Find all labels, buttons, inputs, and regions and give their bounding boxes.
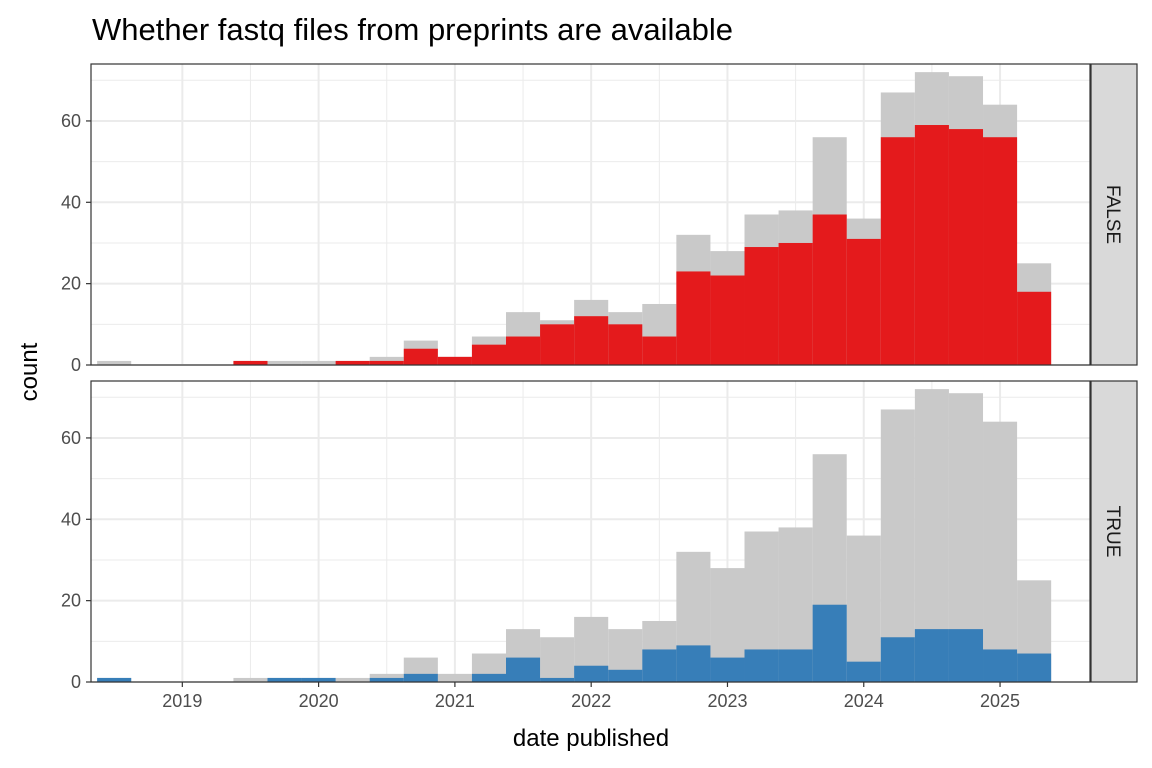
bar-false	[335, 360, 370, 365]
panel-border	[90, 380, 1091, 683]
bar-true	[880, 637, 915, 682]
facet-strip-label: FALSE	[1102, 185, 1123, 244]
bar-total	[267, 360, 302, 365]
bar-true	[778, 649, 813, 682]
bar-false	[914, 125, 949, 365]
x-tick-label: 2025	[980, 691, 1020, 711]
bar-true	[948, 629, 984, 682]
panel-false: 0 20 40 60 FALSE	[61, 63, 1138, 375]
bar-true	[608, 669, 643, 682]
x-tick-label: 2019	[162, 691, 202, 711]
bar-false	[846, 238, 881, 365]
bar-false	[948, 129, 984, 365]
bar-total	[983, 421, 1018, 682]
bar-false	[574, 316, 609, 365]
chart-title: Whether fastq files from preprints are a…	[92, 12, 733, 47]
bar-total	[880, 409, 915, 682]
bar-total	[540, 637, 575, 682]
bar-true	[506, 657, 541, 682]
bar-total	[335, 677, 370, 682]
x-tick-label: 2022	[571, 691, 611, 711]
y-axis-title: count	[16, 342, 43, 401]
y-tick-label: 0	[71, 355, 81, 375]
bar-true	[369, 677, 404, 682]
bar-true	[642, 649, 677, 682]
bar-true	[914, 629, 949, 682]
bar-false	[744, 247, 779, 365]
bar-false	[233, 360, 268, 365]
bar-false	[710, 275, 745, 365]
x-axis-ticks: 2019 2020 2021 2022 2023 2024 2025	[162, 682, 1020, 711]
bar-true	[744, 649, 779, 682]
y-tick-label: 40	[61, 509, 81, 529]
bar-total	[846, 535, 881, 682]
bar-false	[1017, 291, 1052, 365]
bar-false	[403, 348, 438, 365]
y-tick-label: 60	[61, 428, 81, 448]
y-tick-label: 60	[61, 111, 81, 131]
bar-true	[471, 673, 507, 682]
bar-false	[676, 271, 711, 365]
bar-false	[812, 214, 847, 365]
bar-true	[710, 657, 745, 682]
bar-true	[301, 677, 336, 682]
bar-false	[983, 137, 1018, 365]
facet-strip	[1090, 63, 1138, 366]
bar-false	[437, 356, 472, 365]
facet-strip-label: TRUE	[1102, 506, 1123, 558]
y-tick-label: 0	[71, 672, 81, 692]
bar-true	[676, 645, 711, 682]
y-tick-label: 20	[61, 591, 81, 611]
x-tick-label: 2024	[844, 691, 884, 711]
facet-strip	[1090, 380, 1138, 683]
bar-true	[983, 649, 1018, 682]
bar-false	[471, 344, 507, 365]
bar-false	[540, 324, 575, 365]
x-tick-label: 2023	[707, 691, 747, 711]
bar-total	[301, 360, 336, 365]
bar-true	[812, 604, 847, 682]
bar-false	[642, 336, 677, 365]
bar-true	[403, 673, 438, 682]
facet-panels: 0 20 40 60 FALSE 0 20 40 60 TRUE	[61, 63, 1138, 692]
y-tick-label: 40	[61, 192, 81, 212]
bar-false	[880, 137, 915, 365]
bar-true	[1017, 653, 1052, 682]
bar-true	[97, 677, 132, 682]
bar-total	[437, 673, 472, 682]
panel-border	[90, 63, 1091, 366]
bar-false	[506, 336, 541, 365]
bar-true	[540, 677, 575, 682]
bar-total	[233, 677, 268, 682]
bar-total	[97, 360, 132, 365]
bar-false	[778, 242, 813, 365]
x-tick-label: 2021	[435, 691, 475, 711]
x-axis-title: date published	[513, 725, 669, 752]
bar-true	[846, 661, 881, 682]
x-tick-label: 2020	[299, 691, 339, 711]
bar-true	[574, 665, 609, 682]
y-tick-label: 20	[61, 274, 81, 294]
bar-false	[608, 324, 643, 365]
bar-true	[267, 677, 302, 682]
panel-true: 0 20 40 60 TRUE	[61, 380, 1138, 692]
bar-false	[369, 360, 404, 365]
